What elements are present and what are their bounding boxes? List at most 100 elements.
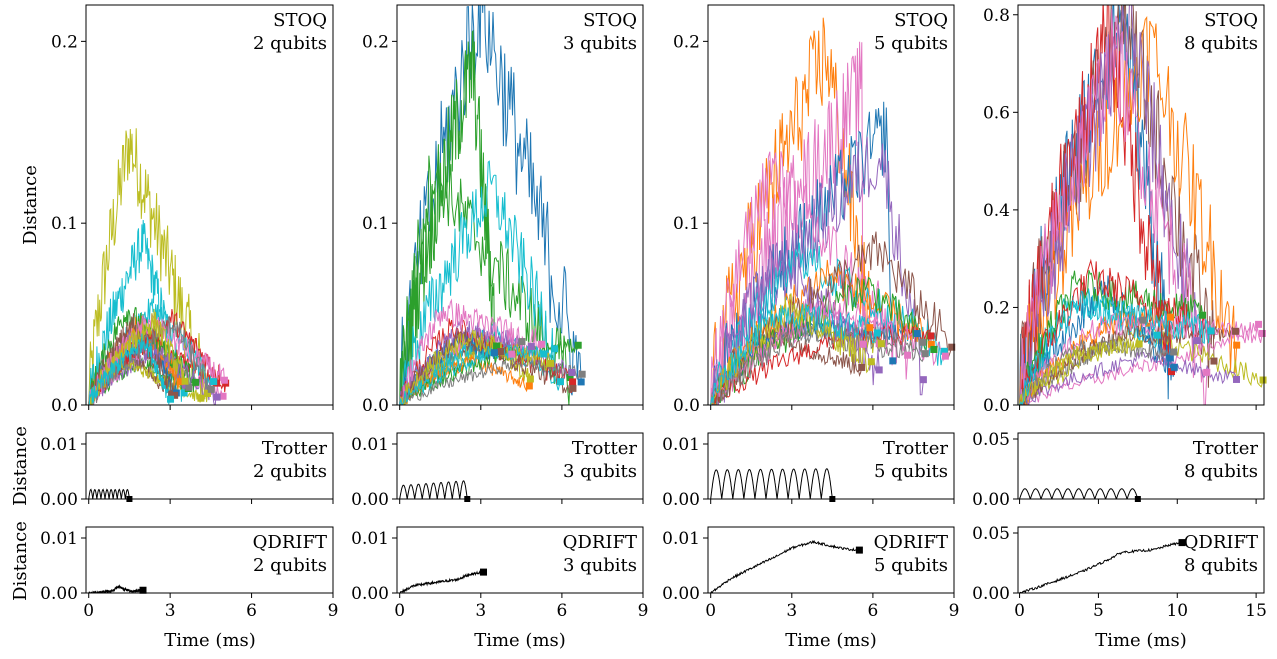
panel-trotter-0-series [89, 490, 130, 499]
panel-trotter-3: 0.000.05 Trotter8 qubits [972, 430, 1264, 510]
panel-trotter-2-name: Trotter [883, 438, 949, 459]
panel-qdrift-3-name: QDRIFT [1184, 532, 1258, 553]
panel-qdrift-1-series-group [400, 572, 484, 593]
panel-trotter-0-ytick-label-0: 0.00 [40, 490, 78, 510]
panel-stoq-3-end-marker-19 [1208, 327, 1215, 334]
panel-stoq-3-end-marker-0 [1167, 355, 1174, 362]
panel-stoq-1-end-marker-11 [526, 382, 533, 389]
panel-trotter-1: 0.000.01 Trotter3 qubits [351, 433, 643, 510]
panel-stoq-1-end-marker-4 [568, 369, 575, 376]
panel-stoq-1-end-marker-18 [547, 360, 554, 367]
panel-stoq-1-end-marker-10 [491, 349, 498, 356]
panel-trotter-2-ytick-label-1: 0.01 [662, 435, 700, 455]
panel-trotter-3-name: Trotter [1193, 438, 1259, 459]
panel-stoq-1-ytick-label-1: 0.1 [362, 214, 389, 234]
panel-stoq-3-end-marker-5 [1203, 369, 1210, 376]
panel-stoq-1-end-marker-15 [569, 385, 576, 392]
panel-stoq-1-end-marker-9 [557, 378, 564, 385]
panel-stoq-1-name: STOQ [583, 10, 637, 31]
panel-stoq-1-end-marker-16 [538, 341, 545, 348]
panel-stoq-0-end-marker-7 [185, 384, 192, 391]
panel-stoq-2-end-marker-10 [914, 330, 921, 337]
panel-trotter-0-qubits: 2 qubits [253, 461, 327, 482]
panel-qdrift-2-end-marker [856, 547, 863, 554]
panel-stoq-2-series-group [711, 18, 952, 405]
panel-stoq-3-end-marker-16 [1259, 330, 1266, 337]
panel-qdrift-0-xtick-label-0: 0 [83, 601, 94, 621]
panel-qdrift-1-xtick-label-1: 3 [475, 601, 486, 621]
panel-stoq-3-end-marker-12 [1199, 312, 1206, 319]
panel-trotter-0-ytick-label-1: 0.01 [40, 435, 78, 455]
ylabel-trotter-row: Distance [10, 426, 31, 506]
panel-qdrift-1-ytick-label-1: 0.01 [351, 529, 389, 549]
panel-qdrift-3-qubits: 8 qubits [1184, 555, 1258, 576]
panel-stoq-2-end-marker-8 [878, 340, 885, 347]
panel-stoq-2-end-marker-3 [920, 376, 927, 383]
panel-stoq-2-end-marker-0 [866, 324, 873, 331]
panel-trotter-2-qubits: 5 qubits [874, 461, 948, 482]
panel-stoq-2-ytick-label-1: 0.1 [673, 214, 700, 234]
panel-qdrift-2-xtick-label-1: 3 [786, 601, 797, 621]
panel-qdrift-3-ytick-label-0: 0.00 [972, 584, 1010, 604]
panel-stoq-3-end-marker-6 [1255, 321, 1262, 328]
panel-qdrift-2-name: QDRIFT [874, 532, 948, 553]
panel-qdrift-1-ytick-label-0: 0.00 [351, 584, 389, 604]
panel-qdrift-2-ytick-label-1: 0.01 [662, 529, 700, 549]
panel-stoq-0-ytick-label-2: 0.2 [51, 32, 78, 52]
panel-stoq-3-end-marker-10 [1171, 364, 1178, 371]
panel-stoq-2-end-marker-12 [930, 346, 937, 353]
panel-qdrift-1: 0.000.010 3 6 9QDRIFT3 qubits [351, 527, 648, 621]
panel-qdrift-1-xtick-label-0: 0 [394, 601, 405, 621]
panel-stoq-3-end-marker-3 [1233, 342, 1240, 349]
panel-stoq-1-end-marker-19 [540, 350, 547, 357]
panel-trotter-1-series-group [400, 481, 468, 499]
panel-stoq-3-end-marker-4 [1194, 337, 1201, 344]
panel-stoq-0-frame [86, 5, 333, 405]
panel-stoq-0-end-marker-17 [208, 386, 215, 393]
panel-stoq-1-end-marker-13 [569, 378, 576, 385]
panel-qdrift-2-series-group [711, 541, 860, 593]
xlabel-col-2: Time (ms) [785, 630, 877, 651]
panel-stoq-2-end-marker-16 [942, 353, 949, 360]
panel-qdrift-0-series [89, 586, 143, 593]
panel-stoq-0-end-marker-18 [182, 378, 189, 385]
panel-trotter-3-qubits: 8 qubits [1184, 461, 1258, 482]
panel-stoq-1-end-marker-14 [528, 343, 535, 350]
panel-qdrift-0-series-group [89, 586, 143, 593]
panel-stoq-2-end-marker-7 [922, 350, 929, 357]
panel-stoq-1-end-marker-5 [497, 348, 504, 355]
panel-stoq-3-end-marker-17 [1170, 349, 1177, 356]
ylabel-qdrift-row: Distance [10, 521, 31, 601]
panel-qdrift-2-xtick-label-0: 0 [705, 601, 716, 621]
panel-stoq-0-ytick-label-0: 0.0 [51, 396, 78, 416]
panel-stoq-3-ytick-label-3: 0.6 [983, 103, 1010, 123]
panel-qdrift-2-ytick-label-0: 0.00 [662, 584, 700, 604]
panel-stoq-3-end-marker-1 [1210, 358, 1217, 365]
panel-stoq-3-end-marker-14 [1233, 376, 1240, 383]
panel-stoq-3-end-marker-18 [1136, 340, 1143, 347]
panel-trotter-2-series-group [711, 469, 833, 499]
panel-qdrift-1-series [400, 572, 484, 593]
panel-stoq-0-end-marker-16 [221, 377, 228, 384]
panel-trotter-3-ytick-label-1: 0.05 [972, 430, 1010, 450]
panel-stoq-3-ytick-label-2: 0.4 [983, 201, 1010, 221]
panel-stoq-2-ytick-label-0: 0.0 [673, 396, 700, 416]
panel-stoq-3-end-marker-15 [1232, 328, 1239, 335]
panel-stoq-0-end-marker-8 [197, 395, 204, 402]
panel-qdrift-1-end-marker [480, 569, 487, 576]
panel-stoq-0-end-marker-14 [214, 394, 221, 401]
panel-trotter-3-series [1020, 489, 1138, 499]
xlabel-col-1: Time (ms) [474, 630, 566, 651]
panel-stoq-0-series-group [89, 128, 226, 405]
panel-qdrift-3-ytick-label-1: 0.05 [972, 524, 1010, 544]
panel-stoq-1-series-group [400, 0, 583, 405]
xlabel-col-3: Time (ms) [1095, 630, 1187, 651]
panel-qdrift-1-xtick-label-3: 9 [638, 601, 649, 621]
panel-trotter-2-ytick-label-0: 0.00 [662, 490, 700, 510]
panel-qdrift-3: 0.000.050 5 10 15QDRIFT8 qubits [972, 524, 1267, 621]
panel-stoq-3-end-marker-11 [1167, 314, 1174, 321]
panel-stoq-1-qubits: 3 qubits [563, 33, 637, 54]
